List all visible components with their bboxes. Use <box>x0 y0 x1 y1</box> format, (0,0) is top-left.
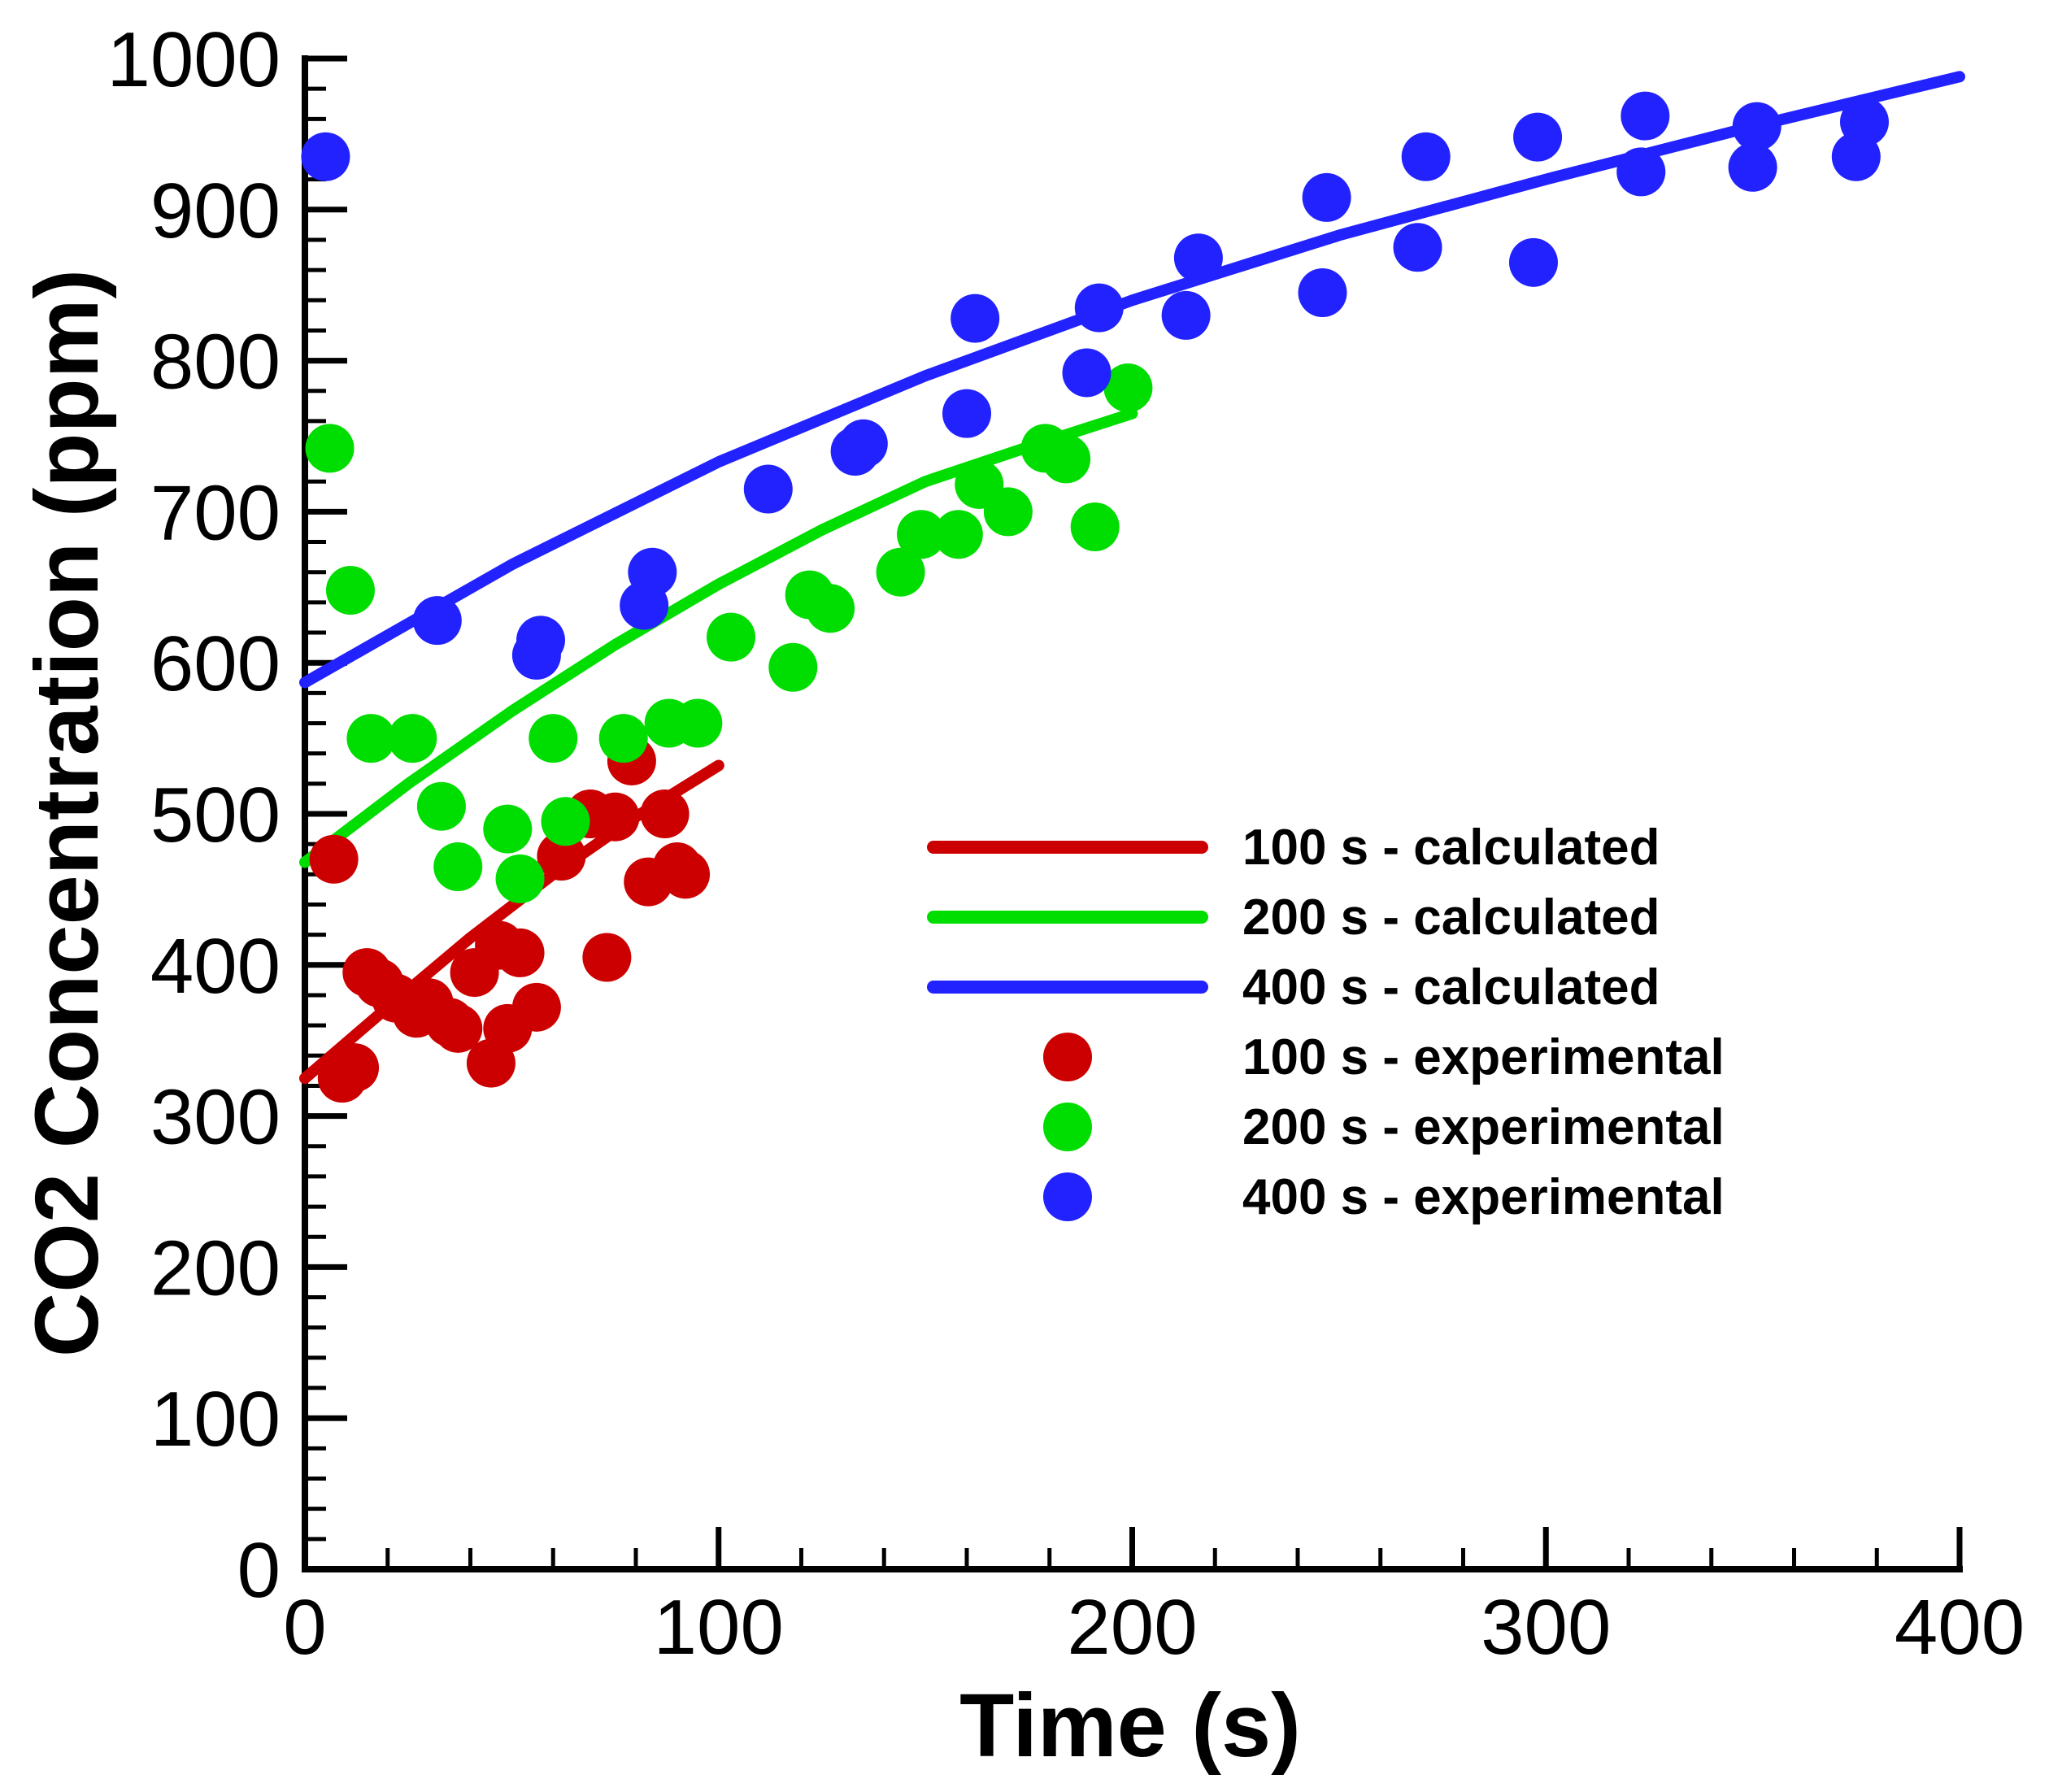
experimental-point-0 <box>330 1043 380 1093</box>
experimental-point-2 <box>1393 223 1442 272</box>
x-axis-title: Time (s) <box>959 1676 1301 1776</box>
experimental-point-0 <box>511 982 561 1032</box>
y-tick-label: 0 <box>237 1527 281 1614</box>
experimental-point-1 <box>673 698 723 748</box>
experimental-point-2 <box>1616 147 1666 197</box>
experimental-point-2 <box>1728 142 1777 192</box>
y-tick-label: 1000 <box>107 16 281 103</box>
experimental-point-1 <box>305 424 355 473</box>
experimental-point-1 <box>541 797 590 846</box>
experimental-point-2 <box>1161 290 1211 340</box>
legend-label-400-experimental: 400 s - experimental <box>1242 1169 1725 1225</box>
x-axis-ticks: 0 100 200 300 400 <box>283 1527 2025 1671</box>
experimental-point-1 <box>983 487 1033 537</box>
x-tick-label: 100 <box>654 1584 784 1671</box>
legend: 100 s - calculated 200 s - calculated 40… <box>927 820 1725 1225</box>
experimental-point-2 <box>1302 172 1351 222</box>
legend-marker-200-experimental <box>1043 1103 1092 1151</box>
experimental-point-1 <box>933 510 983 559</box>
legend-marker-400-experimental <box>1043 1172 1092 1221</box>
experimental-point-2 <box>1298 267 1347 317</box>
y-tick-label: 500 <box>150 772 281 859</box>
experimental-point-1 <box>388 714 437 763</box>
experimental-point-0 <box>433 1003 483 1053</box>
legend-label-100-experimental: 100 s - experimental <box>1242 1029 1725 1085</box>
experimental-point-2 <box>1401 132 1451 181</box>
experimental-point-1 <box>433 842 483 892</box>
legend-label-200-calculated: 200 s - calculated <box>1242 889 1660 946</box>
legend-label-200-experimental: 200 s - experimental <box>1242 1099 1725 1155</box>
x-tick-label: 0 <box>283 1584 326 1671</box>
experimental-point-2 <box>1620 91 1670 141</box>
y-tick-label: 200 <box>150 1224 281 1311</box>
experimental-point-1 <box>768 642 818 692</box>
y-axis-title: CO2 Concentration (ppm) <box>17 269 117 1357</box>
x-tick-label: 400 <box>1895 1584 2025 1671</box>
experimental-point-2 <box>1173 233 1223 283</box>
experimental-point-2 <box>516 615 565 665</box>
experimental-point-0 <box>495 928 545 977</box>
experimental-point-1 <box>325 566 375 615</box>
experimental-point-1 <box>416 781 466 831</box>
y-tick-label: 800 <box>150 319 281 406</box>
calculated-line-2 <box>299 71 1965 689</box>
experimental-point-1 <box>897 510 946 559</box>
experimental-point-1 <box>876 547 925 597</box>
experimental-point-0 <box>661 850 711 899</box>
y-tick-label: 100 <box>150 1376 281 1463</box>
x-tick-label: 200 <box>1067 1584 1197 1671</box>
experimental-point-2 <box>743 464 793 514</box>
experimental-point-1 <box>529 714 578 763</box>
experimental-series <box>301 91 1889 1103</box>
y-tick-label: 900 <box>150 167 281 254</box>
experimental-point-2 <box>412 596 462 646</box>
experimental-point-1 <box>1103 363 1153 413</box>
experimental-point-2 <box>1508 237 1558 287</box>
experimental-point-2 <box>1839 98 1889 147</box>
experimental-point-0 <box>590 792 640 842</box>
y-tick-label: 600 <box>150 620 281 707</box>
experimental-point-0 <box>309 834 359 884</box>
y-tick-label: 400 <box>150 923 281 1010</box>
experimental-point-1 <box>483 804 533 854</box>
experimental-point-2 <box>1062 348 1112 398</box>
y-tick-label: 700 <box>150 469 281 556</box>
legend-label-100-calculated: 100 s - calculated <box>1242 820 1660 876</box>
calculated-series <box>299 71 1965 1085</box>
experimental-point-0 <box>582 933 632 982</box>
experimental-point-1 <box>598 714 648 763</box>
experimental-point-2 <box>1074 283 1124 333</box>
experimental-point-2 <box>628 547 677 597</box>
experimental-point-2 <box>942 389 991 438</box>
experimental-point-2 <box>1732 102 1781 151</box>
experimental-point-2 <box>838 419 888 468</box>
experimental-point-1 <box>707 612 756 662</box>
experimental-point-0 <box>640 789 690 838</box>
experimental-point-1 <box>495 854 545 903</box>
y-axis-ticks: 0 100 200 300 400 500 600 700 800 900 1000 <box>107 16 347 1614</box>
experimental-point-2 <box>1513 112 1563 162</box>
experimental-point-1 <box>1070 502 1120 551</box>
experimental-point-2 <box>951 294 1000 343</box>
y-tick-label: 300 <box>150 1074 281 1161</box>
legend-marker-100-experimental <box>1043 1033 1092 1081</box>
calculated-line-1 <box>299 407 1138 868</box>
experimental-point-2 <box>301 132 350 181</box>
experimental-point-1 <box>346 714 396 763</box>
x-tick-label: 300 <box>1481 1584 1611 1671</box>
experimental-point-1 <box>1042 434 1091 484</box>
experimental-point-1 <box>806 584 855 633</box>
legend-label-400-calculated: 400 s - calculated <box>1242 959 1660 1016</box>
